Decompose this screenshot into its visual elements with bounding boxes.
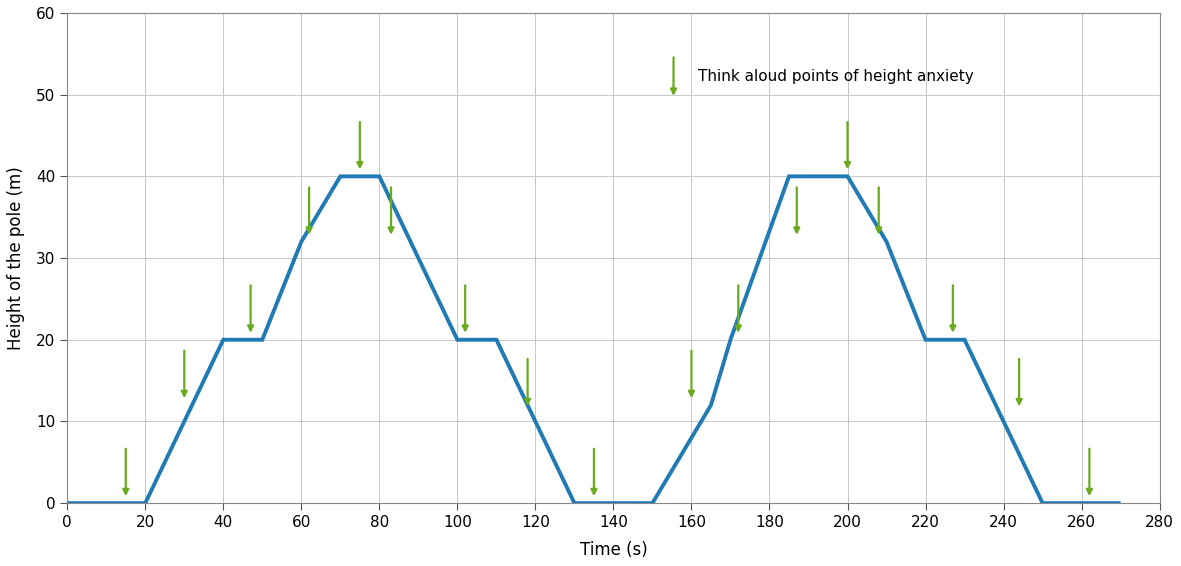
Y-axis label: Height of the pole (m): Height of the pole (m) bbox=[7, 166, 25, 350]
Text: Think aloud points of height anxiety: Think aloud points of height anxiety bbox=[698, 69, 973, 84]
X-axis label: Time (s): Time (s) bbox=[580, 541, 647, 559]
